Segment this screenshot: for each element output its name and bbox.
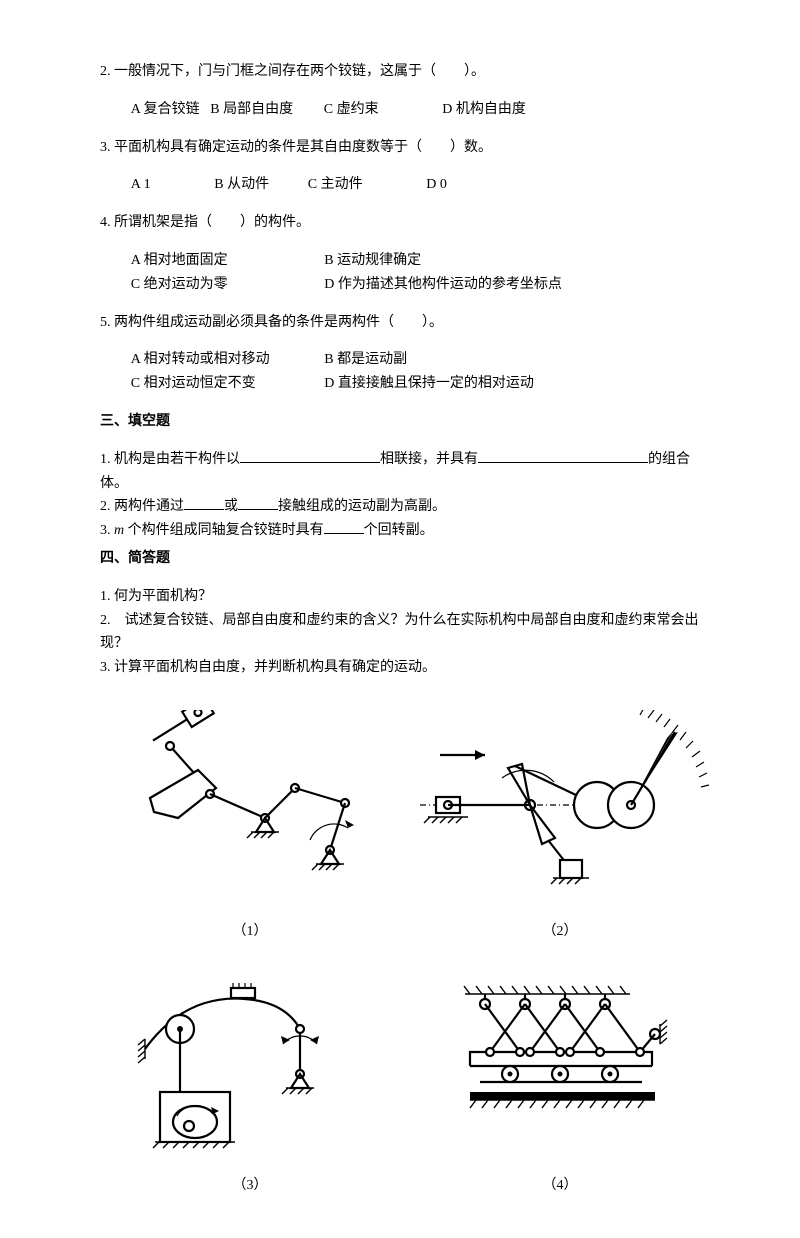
mc-q2-b: B 局部自由度 — [210, 98, 320, 122]
mc-q3-text: 3. 平面机构具有确定运动的条件是其自由度数等于（ ）数。 — [100, 136, 710, 160]
fill-q3c: 个回转副。 — [364, 523, 434, 538]
section-fill-title: 三、填空题 — [100, 410, 710, 434]
mc-q2-c: C 虚约束 — [324, 98, 439, 122]
mc-q3-opts: A 1 B 从动件 C 主动件 D 0 — [100, 173, 710, 197]
mc-q4-opts: A 相对地面固定 B 运动规律确定 C 绝对运动为零 D 作为描述其他构件运动的… — [100, 249, 710, 297]
fill-q1b: 相联接，并具有 — [380, 452, 478, 467]
fill-q2a: 2. 两构件通过 — [100, 499, 184, 514]
caption-3: （3） — [233, 1174, 268, 1198]
mechanism-diagram-2-icon — [410, 710, 710, 910]
mc-q5-c: C 相对运动恒定不变 — [131, 372, 321, 396]
mc-q3-b: B 从动件 — [214, 173, 304, 197]
mc-q5-opts: A 相对转动或相对移动 B 都是运动副 C 相对运动恒定不变 D 直接接触且保持… — [100, 348, 710, 396]
blank — [184, 495, 224, 510]
mechanism-diagram-1-icon — [120, 710, 380, 900]
mc-q4-b: B 运动规律确定 — [324, 249, 421, 273]
mc-q4-c: C 绝对运动为零 — [131, 273, 321, 297]
blank — [240, 448, 380, 463]
mechanism-diagram-4-icon — [430, 974, 690, 1144]
mc-q2-text: 2. 一般情况下，门与门框之间存在两个铰链，这属于（ ）。 — [100, 60, 710, 84]
blank — [478, 448, 648, 463]
short-q3: 3. 计算平面机构自由度，并判断机构具有确定的运动。 — [100, 656, 710, 680]
fill-q2c: 接触组成的运动副为高副。 — [278, 499, 446, 514]
caption-2: （2） — [543, 920, 578, 944]
mc-q5-b: B 都是运动副 — [324, 348, 407, 372]
mc-q3-a: A 1 — [131, 173, 211, 197]
mc-q5-a: A 相对转动或相对移动 — [131, 348, 321, 372]
figure-2 — [410, 710, 710, 910]
figure-4 — [410, 974, 710, 1164]
short-q1: 1. 何为平面机构？ — [100, 585, 710, 609]
mc-q3-c: C 主动件 — [308, 173, 423, 197]
fill-q3m: m — [114, 523, 124, 538]
caption-1: （1） — [233, 920, 268, 944]
mc-q3-d: D 0 — [426, 173, 447, 197]
mc-q2-a: A 复合铰链 — [131, 98, 207, 122]
fill-q1: 1. 机构是由若干构件以相联接，并具有的组合体。 — [100, 448, 710, 496]
mechanism-diagram-3-icon — [125, 974, 375, 1164]
caption-4: （4） — [543, 1174, 578, 1198]
mc-q5-d: D 直接接触且保持一定的相对运动 — [324, 372, 534, 396]
mc-q4-a: A 相对地面固定 — [131, 249, 321, 273]
fill-q3b: 个构件组成同轴复合铰链时具有 — [124, 523, 324, 538]
blank — [238, 495, 278, 510]
blank — [324, 519, 364, 534]
fill-q3: 3. m 个构件组成同轴复合铰链时具有 个回转副。 — [100, 519, 710, 543]
figure-1 — [100, 710, 400, 910]
section-short-title: 四、简答题 — [100, 547, 710, 571]
mc-q5-text: 5. 两构件组成运动副必须具备的条件是两构件（ ）。 — [100, 311, 710, 335]
fill-q1a: 1. 机构是由若干构件以 — [100, 452, 240, 467]
short-q2: 2. 试述复合铰链、局部自由度和虚约束的含义？为什么在实际机构中局部自由度和虚约… — [100, 609, 710, 657]
mc-q2-d: D 机构自由度 — [442, 98, 526, 122]
fill-q2: 2. 两构件通过 或 接触组成的运动副为高副。 — [100, 495, 710, 519]
mc-q4-text: 4. 所谓机架是指（ ）的构件。 — [100, 211, 710, 235]
figure-3 — [100, 974, 400, 1164]
fill-q3a: 3. — [100, 523, 114, 538]
mc-q2-opts: A 复合铰链 B 局部自由度 C 虚约束 D 机构自由度 — [100, 98, 710, 122]
mc-q4-d: D 作为描述其他构件运动的参考坐标点 — [324, 273, 562, 297]
fill-q2b: 或 — [224, 499, 238, 514]
